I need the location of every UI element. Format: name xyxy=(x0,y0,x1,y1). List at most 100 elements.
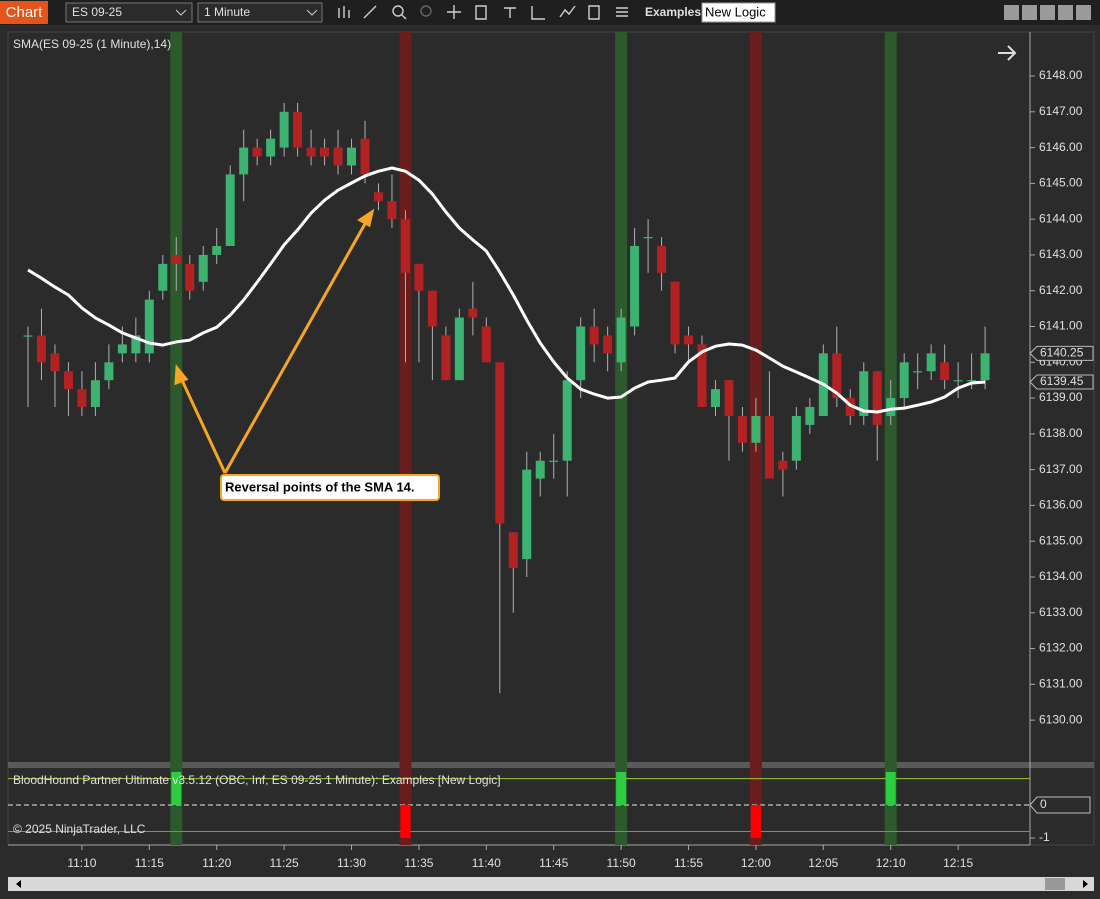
x-tick-label: 11:25 xyxy=(270,856,299,870)
candle-body xyxy=(751,415,761,443)
y-tick-label: 6138.00 xyxy=(1039,426,1083,440)
x-tick-label: 12:10 xyxy=(876,856,906,870)
candle-body xyxy=(913,371,923,373)
candle-body xyxy=(980,353,990,381)
signal-band xyxy=(170,32,183,845)
candle-body xyxy=(347,147,357,166)
chart-frame xyxy=(7,31,1095,846)
candle-body xyxy=(23,335,33,337)
y-tick-label: 6146.00 xyxy=(1039,140,1083,154)
y-tick-label: 6145.00 xyxy=(1039,176,1083,190)
candle-body xyxy=(279,111,289,148)
scroll-thumb[interactable] xyxy=(1045,878,1065,890)
y-tick-label: 6148.00 xyxy=(1039,68,1083,82)
candle-body xyxy=(791,415,801,461)
interval-select[interactable] xyxy=(197,2,323,23)
candle-body xyxy=(144,299,154,354)
y-tick-label: 6137.00 xyxy=(1039,462,1083,476)
price-marker-label: 6139.45 xyxy=(1040,374,1084,388)
candle-body xyxy=(603,335,613,354)
x-tick-label: 11:20 xyxy=(202,856,231,870)
y-tick-label: 6143.00 xyxy=(1039,247,1083,261)
y-tick-label: -1 xyxy=(1039,830,1050,844)
candle-body xyxy=(104,362,114,381)
y-tick-label: 6133.00 xyxy=(1039,605,1083,619)
candle-body xyxy=(967,380,977,382)
x-tick-label: 12:15 xyxy=(943,856,973,870)
price-marker xyxy=(1029,374,1094,390)
y-tick-label: 6141.00 xyxy=(1039,319,1083,333)
candle-body xyxy=(670,281,680,345)
instrument-select[interactable] xyxy=(65,2,193,23)
x-tick-label: 11:40 xyxy=(472,856,501,870)
candle-body xyxy=(225,174,235,246)
signal-bar xyxy=(171,771,182,806)
copyright: © 2025 NinjaTrader, LLC xyxy=(13,822,146,836)
chart-title: SMA(ES 09-25 (1 Minute),14) xyxy=(13,37,171,51)
candle-body xyxy=(481,326,491,363)
candle-body xyxy=(899,362,909,399)
signal-bar xyxy=(400,805,411,839)
y-tick-label: 6130.00 xyxy=(1039,712,1083,726)
candle-body xyxy=(306,147,316,157)
price-marker xyxy=(1029,345,1094,361)
candle-body xyxy=(320,147,330,157)
candle-body xyxy=(77,389,87,408)
annotation-box xyxy=(220,474,440,501)
y-tick-label: 6132.00 xyxy=(1039,641,1083,655)
y-tick-label: 6134.00 xyxy=(1039,569,1083,583)
strategy-value: New Logic xyxy=(705,4,766,19)
annotation-arrows xyxy=(174,208,375,474)
instrument: ES 09-25 xyxy=(72,5,122,19)
candle-body xyxy=(697,344,707,408)
candle-body xyxy=(266,138,276,157)
candle-body xyxy=(845,398,855,416)
candle-body xyxy=(36,335,46,363)
candle-body xyxy=(50,353,60,372)
dropdown-arrow xyxy=(306,9,318,16)
candle-body xyxy=(805,407,815,425)
signal-band xyxy=(884,32,897,845)
strategy-label: Examples xyxy=(645,5,701,19)
value-marker xyxy=(1029,796,1091,814)
y-tick-label: 6139.00 xyxy=(1039,390,1083,404)
candle-body xyxy=(198,254,208,282)
window-buttons[interactable] xyxy=(1004,5,1091,20)
scrollbar[interactable] xyxy=(8,877,1094,891)
signal-bands xyxy=(170,32,897,845)
candle-body xyxy=(589,326,599,345)
candle-body xyxy=(562,380,572,461)
sma-line xyxy=(27,166,986,414)
candle-body xyxy=(576,326,586,381)
candle-body xyxy=(737,415,747,443)
candle-body xyxy=(832,353,842,399)
candle-body xyxy=(239,147,249,175)
annotation-text: Reversal points of the SMA 14. xyxy=(225,479,415,494)
signal-band xyxy=(399,32,412,845)
signal-bar xyxy=(885,771,896,806)
y-tick-label: 6136.00 xyxy=(1039,498,1083,512)
x-tick-label: 11:50 xyxy=(607,856,636,870)
candle-body xyxy=(535,460,545,479)
scroll-right-icon[interactable] xyxy=(998,45,1017,61)
candle-body xyxy=(63,371,73,390)
plot: 6130.00 6131.00 6132.00 6133.00 6134.00 6135.… xyxy=(8,68,1094,870)
chart-tab[interactable] xyxy=(0,1,48,24)
y-tick-label: 6135.00 xyxy=(1039,533,1083,547)
tab-label: Chart xyxy=(6,4,44,21)
candle-body xyxy=(468,308,478,318)
value-marker-label: 0 xyxy=(1040,797,1047,811)
candle-body xyxy=(333,147,343,166)
price-marker-label: 6140.25 xyxy=(1040,346,1084,360)
candle-body xyxy=(90,380,100,408)
interval: 1 Minute xyxy=(204,5,250,19)
candle-body xyxy=(549,460,559,462)
candle-body xyxy=(953,380,963,382)
candle-body xyxy=(185,263,195,291)
tool-icons[interactable] xyxy=(338,5,628,20)
candle-body xyxy=(373,192,383,202)
panel-splitter xyxy=(8,762,1094,768)
strategy-select[interactable] xyxy=(701,2,776,23)
candle-body xyxy=(117,344,127,354)
